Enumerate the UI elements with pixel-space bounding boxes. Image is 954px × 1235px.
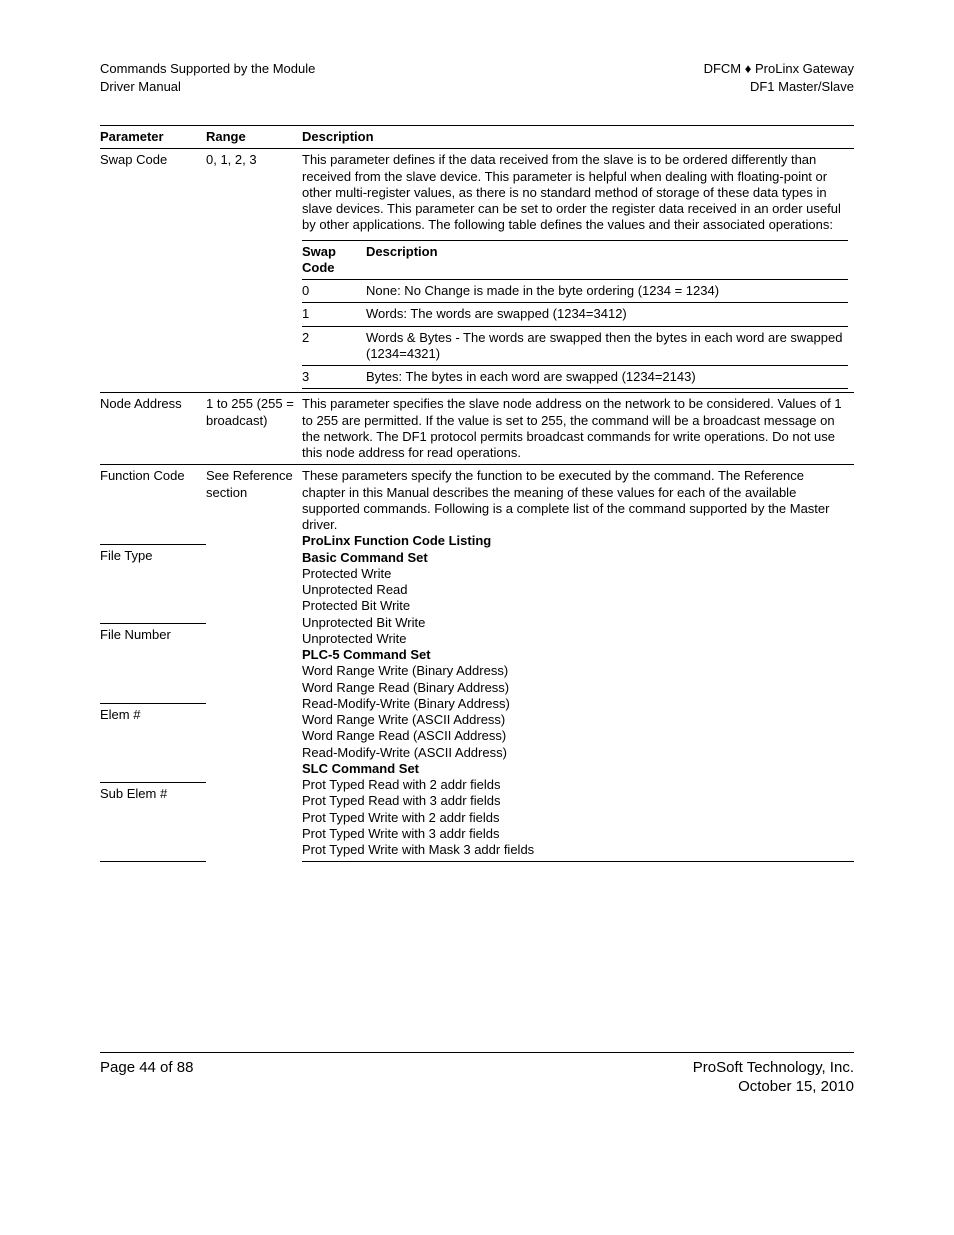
desc-cell: This parameter defines if the data recei… bbox=[302, 149, 854, 393]
footer-company: ProSoft Technology, Inc. bbox=[693, 1059, 854, 1078]
desc-line: Read-Modify-Write (ASCII Address) bbox=[302, 745, 848, 761]
desc-line: Word Range Write (Binary Address) bbox=[302, 663, 848, 679]
inner-code: 1 bbox=[302, 303, 366, 326]
inner-code: 0 bbox=[302, 280, 366, 303]
param-cell: File Type bbox=[100, 544, 206, 623]
desc-line: Word Range Read (ASCII Address) bbox=[302, 728, 848, 744]
table-row: Swap Code 0, 1, 2, 3 This parameter defi… bbox=[100, 149, 854, 393]
desc-line: Prot Typed Write with Mask 3 addr fields bbox=[302, 842, 848, 858]
desc-line: PLC-5 Command Set bbox=[302, 647, 848, 663]
table-row: Node Address 1 to 255 (255 = broadcast) … bbox=[100, 393, 854, 465]
range-cell: 0, 1, 2, 3 bbox=[206, 149, 302, 393]
parameter-table: Parameter Range Description Swap Code 0,… bbox=[100, 125, 854, 862]
param-cell: File Number bbox=[100, 624, 206, 703]
inner-row: 1 Words: The words are swapped (1234=341… bbox=[302, 303, 848, 326]
desc-line: Prot Typed Read with 3 addr fields bbox=[302, 793, 848, 809]
param-cell: Function Code bbox=[100, 465, 206, 544]
desc-line: Prot Typed Write with 3 addr fields bbox=[302, 826, 848, 842]
header-left-line1: Commands Supported by the Module bbox=[100, 60, 315, 78]
col-header-range: Range bbox=[206, 126, 302, 149]
desc-line: Protected Bit Write bbox=[302, 598, 848, 614]
page-footer: Page 44 of 88 ProSoft Technology, Inc. O… bbox=[100, 1052, 854, 1097]
page-header: Commands Supported by the Module Driver … bbox=[100, 60, 854, 95]
header-right: DFCM ♦ ProLinx Gateway DF1 Master/Slave bbox=[704, 60, 854, 95]
inner-header-row: Swap Code Description bbox=[302, 240, 848, 280]
desc-text: This parameter defines if the data recei… bbox=[302, 152, 841, 232]
param-cell: Swap Code bbox=[100, 149, 206, 393]
desc-line: Prot Typed Read with 2 addr fields bbox=[302, 777, 848, 793]
inner-desc: Words & Bytes - The words are swapped th… bbox=[366, 326, 848, 366]
desc-line: Unprotected Write bbox=[302, 631, 848, 647]
desc-line: Unprotected Bit Write bbox=[302, 615, 848, 631]
desc-line: Word Range Write (ASCII Address) bbox=[302, 712, 848, 728]
desc-cell: This parameter specifies the slave node … bbox=[302, 393, 854, 465]
desc-line: ProLinx Function Code Listing bbox=[302, 533, 848, 549]
range-cell: See Reference section bbox=[206, 465, 302, 862]
inner-row: 0 None: No Change is made in the byte or… bbox=[302, 280, 848, 303]
inner-code: 2 bbox=[302, 326, 366, 366]
table-header-row: Parameter Range Description bbox=[100, 126, 854, 149]
inner-desc: Bytes: The bytes in each word are swappe… bbox=[366, 366, 848, 389]
desc-line: Prot Typed Write with 2 addr fields bbox=[302, 810, 848, 826]
header-right-line2: DF1 Master/Slave bbox=[704, 78, 854, 96]
inner-row: 3 Bytes: The bytes in each word are swap… bbox=[302, 366, 848, 389]
inner-row: 2 Words & Bytes - The words are swapped … bbox=[302, 326, 848, 366]
desc-line: Read-Modify-Write (Binary Address) bbox=[302, 696, 848, 712]
inner-col-description: Description bbox=[366, 240, 848, 280]
footer-right: ProSoft Technology, Inc. October 15, 201… bbox=[693, 1059, 854, 1097]
desc-line: SLC Command Set bbox=[302, 761, 848, 777]
range-cell: 1 to 255 (255 = broadcast) bbox=[206, 393, 302, 465]
inner-code: 3 bbox=[302, 366, 366, 389]
desc-line: Protected Write bbox=[302, 566, 848, 582]
param-cell: Sub Elem # bbox=[100, 782, 206, 861]
col-header-parameter: Parameter bbox=[100, 126, 206, 149]
header-left: Commands Supported by the Module Driver … bbox=[100, 60, 315, 95]
desc-cell: These parameters specify the function to… bbox=[302, 465, 854, 862]
header-left-line2: Driver Manual bbox=[100, 78, 315, 96]
table-row: Function Code See Reference section Thes… bbox=[100, 465, 854, 544]
inner-desc: Words: The words are swapped (1234=3412) bbox=[366, 303, 848, 326]
footer-date: October 15, 2010 bbox=[693, 1078, 854, 1097]
swap-code-table: Swap Code Description 0 None: No Change … bbox=[302, 240, 848, 390]
desc-line: Basic Command Set bbox=[302, 550, 848, 566]
footer-left: Page 44 of 88 bbox=[100, 1059, 193, 1097]
inner-desc: None: No Change is made in the byte orde… bbox=[366, 280, 848, 303]
desc-line: These parameters specify the function to… bbox=[302, 468, 848, 533]
header-right-line1: DFCM ♦ ProLinx Gateway bbox=[704, 60, 854, 78]
inner-col-swap-code: Swap Code bbox=[302, 240, 366, 280]
desc-line: Unprotected Read bbox=[302, 582, 848, 598]
col-header-description: Description bbox=[302, 126, 854, 149]
param-cell: Elem # bbox=[100, 703, 206, 782]
desc-line: Word Range Read (Binary Address) bbox=[302, 680, 848, 696]
param-cell: Node Address bbox=[100, 393, 206, 465]
